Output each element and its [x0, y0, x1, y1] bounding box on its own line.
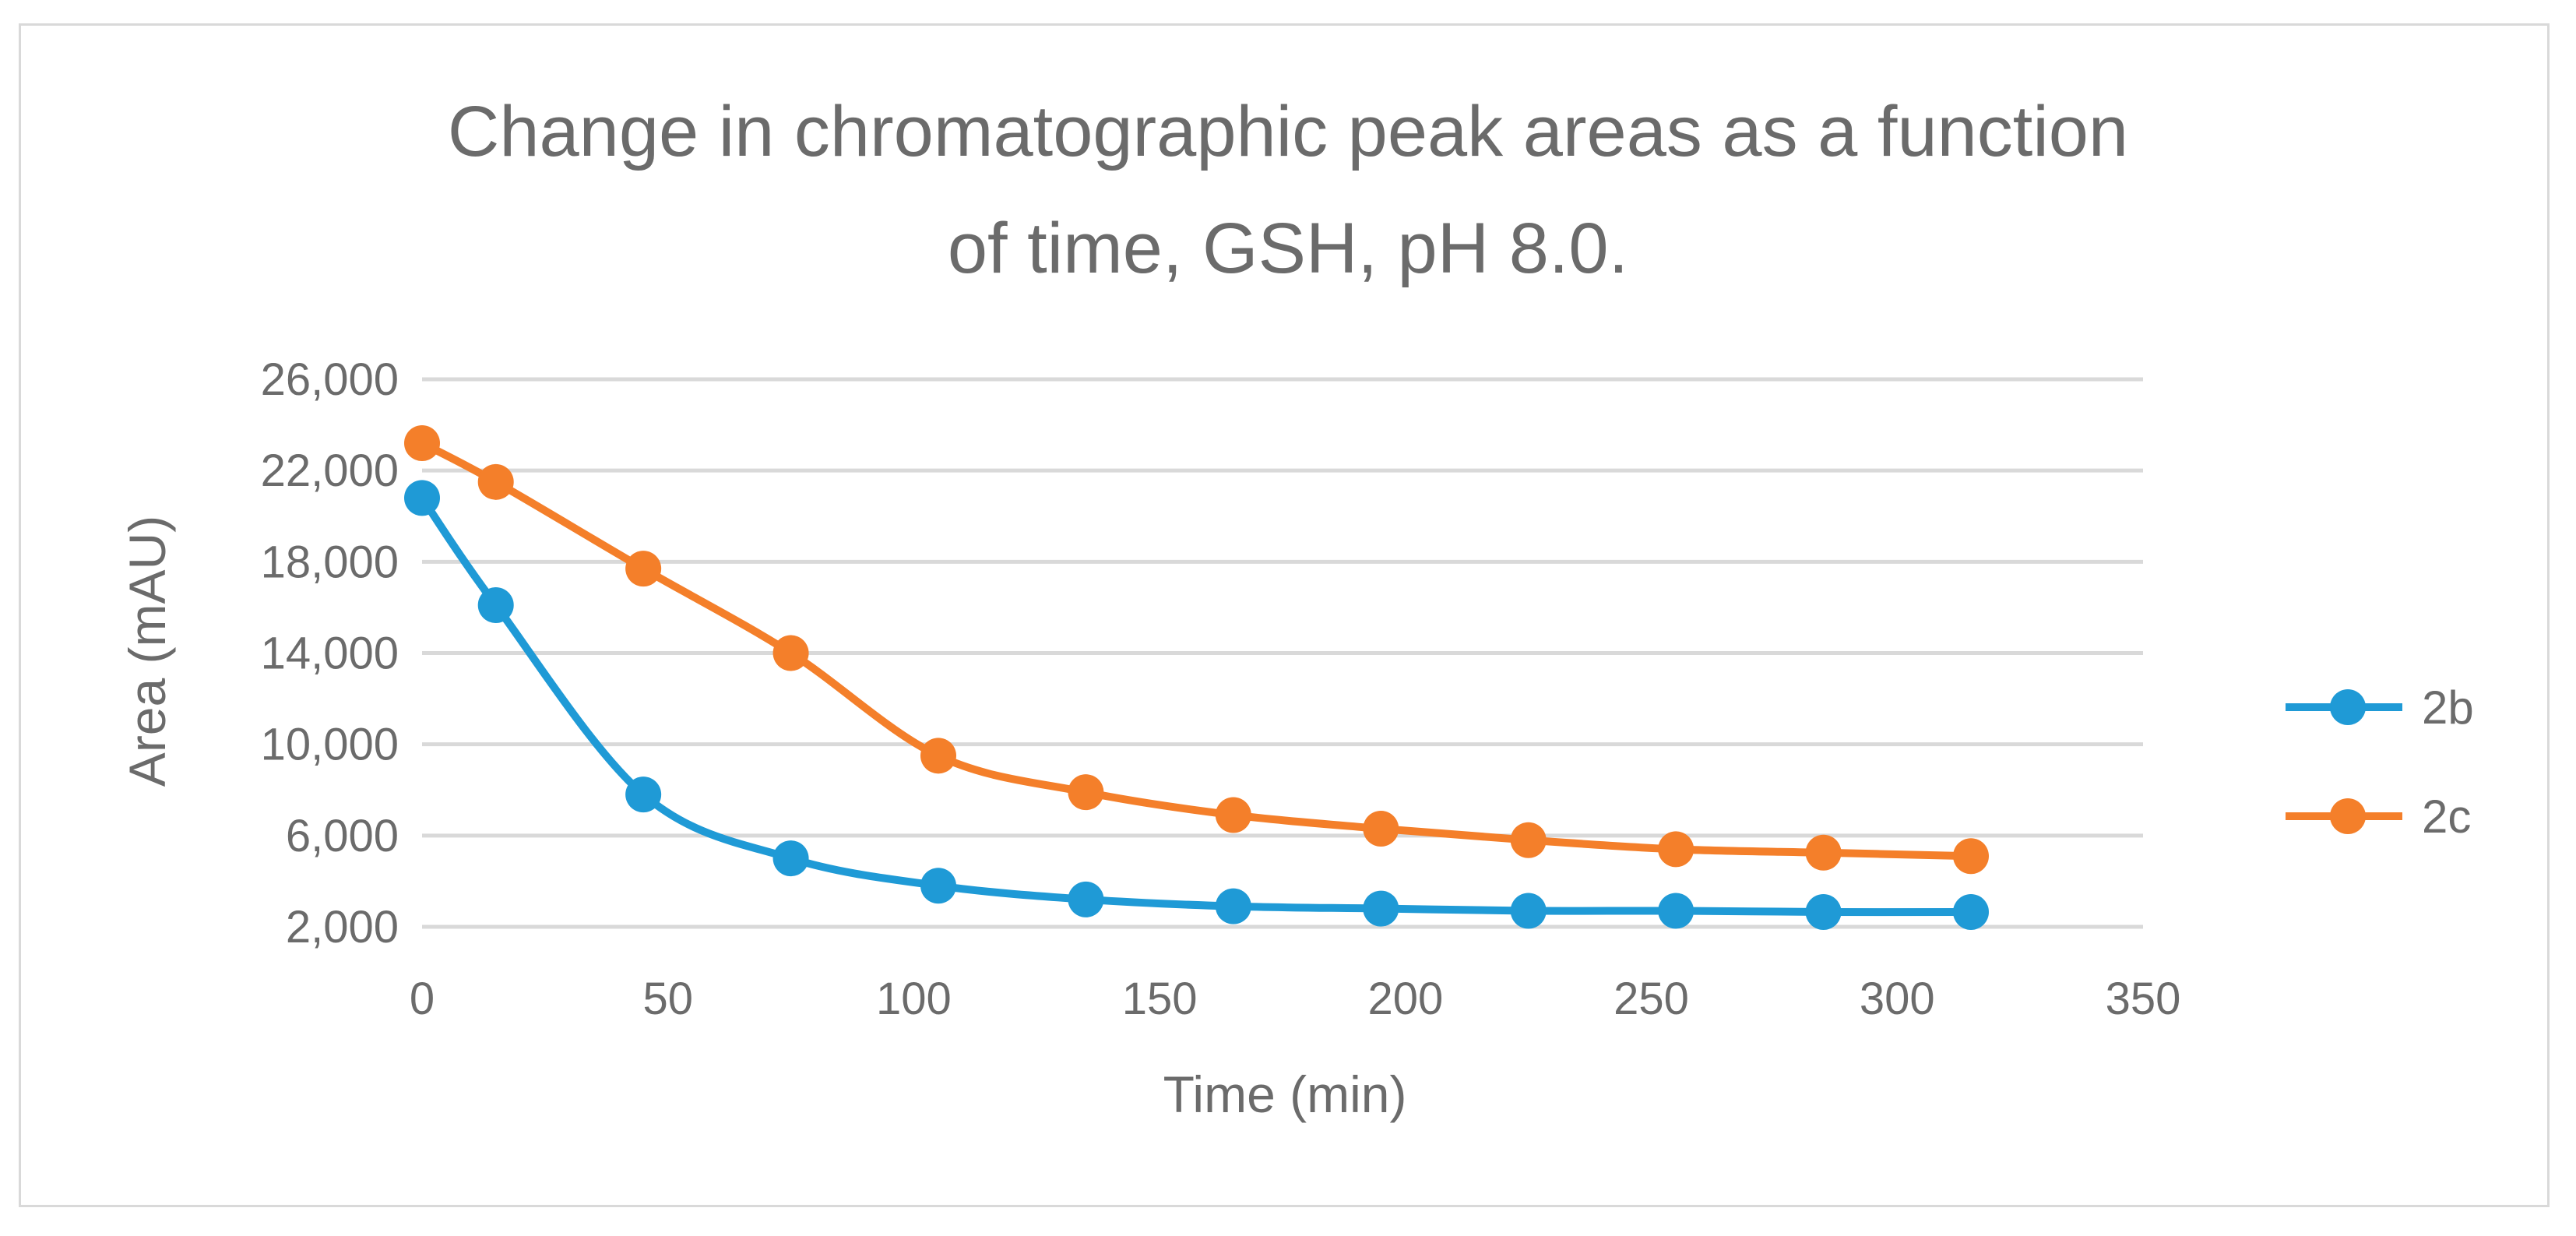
legend-item-2c: 2c	[2286, 791, 2471, 843]
data-point-2b-3	[772, 840, 809, 877]
x-tick-label: 300	[1860, 974, 1935, 1024]
data-point-2b-6	[1215, 888, 1251, 924]
data-point-2b-10	[1805, 893, 1842, 930]
data-point-2b-1	[477, 586, 514, 623]
data-point-2b-9	[1658, 893, 1694, 929]
x-tick-label: 0	[410, 974, 435, 1024]
data-point-2c-4	[920, 738, 956, 774]
data-point-2b-11	[1953, 893, 1989, 930]
y-tick-label: 2,000	[286, 902, 399, 953]
chart-title-line-1: Change in chromatographic peak areas as …	[448, 92, 2128, 171]
data-point-2b-7	[1363, 890, 1399, 927]
legend-label-2b: 2b	[2422, 681, 2474, 734]
x-tick-label: 150	[1122, 974, 1198, 1024]
x-tick-label: 200	[1367, 974, 1443, 1024]
y-tick-label: 6,000	[286, 811, 399, 861]
data-point-2b-8	[1510, 893, 1547, 929]
y-tick-label: 14,000	[261, 629, 399, 679]
data-point-2c-7	[1363, 811, 1399, 847]
y-axis-ticks: 2,000 6,000 10,000 14,000 18,000 22,000 26,000	[261, 354, 399, 953]
legend-label-2c: 2c	[2422, 791, 2471, 843]
series-2c	[404, 425, 1989, 875]
x-tick-label: 50	[642, 974, 693, 1024]
data-point-2c-10	[1805, 834, 1842, 871]
data-point-2c-1	[477, 463, 514, 500]
x-axis-ticks: 0 50 100 150 200 250 300 350	[410, 974, 2181, 1024]
data-point-2c-3	[772, 635, 809, 671]
data-point-2c-9	[1658, 831, 1694, 868]
data-point-2c-6	[1215, 797, 1251, 833]
data-point-2b-2	[625, 776, 662, 813]
legend-marker-2c	[2330, 798, 2366, 834]
data-point-2c-0	[404, 425, 440, 462]
data-point-2c-8	[1510, 822, 1547, 858]
data-point-2b-4	[920, 868, 956, 904]
y-tick-label: 26,000	[261, 354, 399, 405]
y-tick-label: 18,000	[261, 537, 399, 587]
legend-item-2b: 2b	[2286, 681, 2474, 734]
x-tick-label: 350	[2106, 974, 2181, 1024]
chart-title: Change in chromatographic peak areas as …	[448, 92, 2128, 288]
y-tick-label: 22,000	[261, 445, 399, 496]
x-tick-label: 100	[876, 974, 952, 1024]
data-point-2c-11	[1953, 838, 1989, 875]
chart-frame	[19, 23, 2550, 1207]
legend: 2b 2c	[2286, 681, 2474, 843]
data-point-2b-0	[404, 480, 440, 516]
data-point-2b-5	[1068, 881, 1104, 917]
data-point-2c-5	[1068, 774, 1104, 811]
y-tick-label: 10,000	[261, 720, 399, 770]
series-2b	[404, 480, 1989, 930]
series	[404, 425, 1989, 930]
chart-title-line-2: of time, GSH, pH 8.0.	[948, 209, 1628, 288]
x-tick-label: 250	[1614, 974, 1689, 1024]
y-axis-title: Area (mAU)	[118, 516, 176, 787]
legend-marker-2b	[2330, 689, 2366, 725]
data-point-2c-2	[625, 551, 662, 587]
x-axis-title: Time (min)	[1163, 1065, 1407, 1123]
gridlines	[422, 377, 2143, 929]
